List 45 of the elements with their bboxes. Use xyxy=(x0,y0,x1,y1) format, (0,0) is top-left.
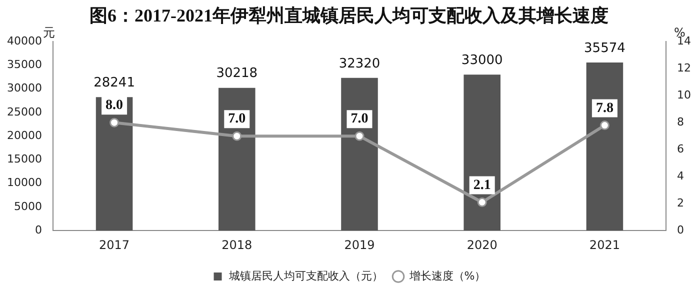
y-tick-label: 10000 xyxy=(6,176,42,190)
bar xyxy=(96,97,133,231)
bar xyxy=(464,74,500,231)
y-axis-title: 元 xyxy=(42,26,55,40)
y2-tick-label: 4 xyxy=(677,169,684,182)
y-tick-label: 30000 xyxy=(6,82,42,95)
data-label: 30218 xyxy=(216,66,258,82)
y-tick-label: 5000 xyxy=(14,200,42,213)
legend-label: 增长速度（%） xyxy=(408,269,486,282)
y-tick-label: 35000 xyxy=(6,58,42,72)
point xyxy=(600,120,610,130)
bar xyxy=(341,78,378,231)
legend-label: 城镇居民人均可支配收入（元） xyxy=(228,269,383,282)
y-tick-label: 0 xyxy=(34,223,42,236)
x-tick-label: 2018 xyxy=(222,238,252,252)
data-label: 33000 xyxy=(461,53,503,68)
x-tick-label: 2021 xyxy=(589,238,620,252)
data-label: 2.1 xyxy=(473,178,491,193)
y2-tick-label: 6 xyxy=(677,142,684,156)
y2-tick-label: 12 xyxy=(677,61,692,74)
point xyxy=(354,131,364,141)
y2-tick-label: 8 xyxy=(677,115,684,128)
data-label: 7.0 xyxy=(350,112,368,127)
bar xyxy=(218,88,256,231)
chart-title: 图6：2017-2021年伊犁州直城镇居民人均可支配收入及其增长速度 xyxy=(90,5,608,26)
point xyxy=(110,118,120,128)
data-label: 7.0 xyxy=(228,112,246,127)
point xyxy=(232,131,242,141)
data-label: 7.8 xyxy=(596,100,614,116)
y-tick-label: 15000 xyxy=(6,152,42,166)
y2-tick-label: 0 xyxy=(677,223,684,236)
x-tick-label: 2019 xyxy=(344,238,375,252)
x-tick-label: 2020 xyxy=(466,238,498,252)
y-tick-label: 40000 xyxy=(6,34,42,48)
data-label: 8.0 xyxy=(106,98,124,114)
y-tick-label: 20000 xyxy=(6,128,42,142)
data-label: 28241 xyxy=(94,76,135,91)
data-label: 35574 xyxy=(584,40,626,56)
x-tick-label: 2017 xyxy=(99,238,130,252)
y-tick-label: 25000 xyxy=(6,105,42,118)
point xyxy=(477,198,487,207)
y2-tick-label: 10 xyxy=(677,88,692,102)
bar xyxy=(586,62,624,231)
y2-tick-label: 2 xyxy=(677,196,684,210)
data-label: 32320 xyxy=(338,56,380,72)
